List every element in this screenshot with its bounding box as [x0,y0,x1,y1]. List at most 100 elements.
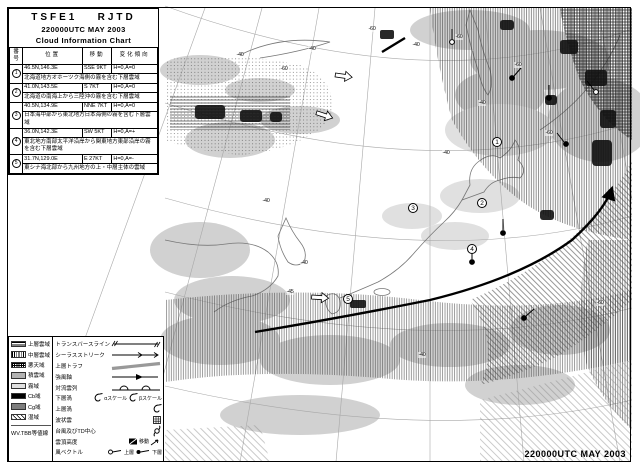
row-position: 31.7N,129.0E [22,154,83,165]
black-swatch-icon [11,392,26,400]
gray-swatch-icon [11,372,26,379]
col-header-number: 番号 [8,47,24,65]
legend-symbol-item: 台風及びTD中心 [55,425,162,437]
cloud-area-marker: 3 [408,203,418,213]
lower-wind-vector [509,67,522,81]
cloud-area-marker: 5 [343,294,353,304]
row-description: 日本海中部から東北地方日本海側の霧を含む下層雲域 [22,110,158,129]
hlines-swatch-icon [11,340,26,348]
legend-area-item: 中層雲域 [11,349,51,359]
row-movement: S 7KT [81,82,113,94]
lightgray-swatch-icon [11,382,26,389]
legend-symbol-label: 強風軸 [55,374,72,381]
lower-wind-vector [556,132,569,147]
row-number-badge: 2 [11,88,21,98]
cloud-area-description-row: 日本海中部から東北地方日本海側の霧を含む下層雲域 [10,110,158,129]
wave-cloud-icon [152,415,162,425]
legend-symbol-item: 上層トラフ [55,361,162,372]
legend-symbol-label: 雲頂高度 [55,439,78,446]
legend-symbol-item: 強風軸 [55,371,162,382]
legend-area-item: 湿域 [11,412,51,422]
upper-trough-icon [110,361,162,371]
tbb-value-label: -60 [280,66,289,72]
legend-symbol-item: 上層渦 [55,404,162,415]
cloud-area-marker: 1 [492,137,502,147]
cloud-top-height-icon: 移動 [128,437,162,447]
legend-area-label: 悪天域 [28,362,45,369]
alpha-scale-label: αスケール [104,395,128,402]
chart-datetime: 220000UTC MAY 2003 [41,25,126,34]
tbb-value-label: -40 [412,42,421,48]
cloud-area-row: 4 36.0N,142.3E SW 5KT H=0,A=+ [8,127,158,156]
tbb-value-label: -60 [368,26,377,32]
legend-symbol-item: 雲頂高度 移動 [55,436,162,447]
row-number: 2 [8,82,24,103]
legend-area-label: Cg域 [28,404,41,411]
legend-area-label: 中層雲域 [28,352,51,359]
legend-symbol-label: 台風及びTD中心 [55,428,96,435]
row-description: 北海道地方オホーツク海側の霧を含む下層雲域 [22,73,158,84]
legend-area-column: 上層雲域 中層雲域 悪天域 積雲域 霧域 Cb域 Cg域 湿域 WV.TBB等値線 [9,337,52,461]
info-panel: TSFE1 RJTD 220000UTC MAY 2003 Cloud Info… [8,8,159,175]
legend-area-item: Cb域 [11,391,51,401]
legend-symbol-label: 上層トラフ [55,363,83,370]
row-number: 5 [8,154,24,174]
cloud-area-row: 2 41.0N,143.5E S 7KT H=0,A=0 [8,82,158,103]
row-position: 41.0N,143.5E [22,82,83,94]
transverse-line-icon [110,339,162,349]
legend-area-item: 上層雲域 [11,339,51,349]
row-number-badge: 3 [11,110,21,120]
upper-cloud-streak-band [470,160,632,385]
row-number-badge: 4 [11,136,21,146]
cloud-motion-arrows [311,70,353,304]
legend-symbol-item: シーラスストリーク [55,350,162,361]
cb-patches [195,20,616,308]
tbb-value-label: -60 [545,130,554,136]
low-level-vortex-icon: αスケール βスケール [93,393,162,403]
tbb-value-label: -40 [300,260,309,266]
lower-wind-label: 下層 [151,449,162,456]
chart-title-block: TSFE1 RJTD 220000UTC MAY 2003 Cloud Info… [9,9,158,47]
legend-symbol-label: 上層渦 [55,407,72,414]
tbb-value-label: -40 [418,352,427,358]
map-timestamp: 220000UTC MAY 2003 [524,449,626,459]
row-change: H=0,A=0 [111,82,158,94]
chart-id-line: TSFE1 RJTD [11,12,156,23]
row-description: 東北地方南部太平洋沿岸から関東地方東部沿岸の霧を含む下層雲域 [22,137,158,156]
convective-cloud-line-icon [110,383,162,393]
legend-symbol-label: 波状雲 [55,417,72,424]
tbb-value-label: -45 [286,289,295,295]
cloud-area-marker: 4 [467,244,477,254]
legend-symbol-item: トランスバースライン [55,339,162,350]
row-number-badge: 5 [11,159,21,169]
legend-symbol-label: 下層渦 [55,396,72,403]
legend-area-label: 霧域 [28,383,40,390]
moist-region-se [480,360,632,462]
upper-wind-vector [449,29,455,45]
cloud-area-row: 5 31.7N,129.0E E 27KT H=0,A=- [8,154,158,174]
row-number: 3 [8,101,24,129]
cloud-area-description-row: 東北地方南部太平洋沿岸から関東地方東部沿岸の霧を含む下層雲域 [10,137,158,156]
darkgray-swatch-icon [11,403,26,410]
cloud-area-row: 3 40.5N,134.9E NNE 7KT H=0,A=0 [8,101,158,129]
legend-divider [11,425,52,427]
cloud-area-row: 1 46.5N,146.3E SSE 9KT H=0,A=0 [8,63,158,84]
cloud-pattern-regions [165,8,632,462]
station-id: RJTD [97,12,136,23]
legend-area-label: 積雲域 [28,373,45,380]
strong-wind-axis-arrow [254,36,616,334]
legend-symbol-label: 風ベクトル [55,450,83,457]
legend-area-label: 湿域 [28,414,40,421]
row-change: H=0,A=- [111,154,158,165]
legend-symbol-column: トランスバースライン シーラスストリーク 上層トラフ 強風軸 対流雲列 下層渦 αスケール β… [52,337,163,461]
legend-area-item: Cg域 [11,401,51,411]
legend-symbol-item: 波状雲 [55,415,162,426]
cloud-area-marker: 2 [477,198,487,208]
row-change: H=0,A=0 [111,63,158,75]
row-movement: NNE 7KT [81,101,113,112]
row-movement: SW 5KT [81,127,113,139]
row-position: 36.0N,142.3E [22,127,83,139]
row-description: 東シナ海北部から九州地方の上・中層主体の雲域 [22,163,158,174]
row-number: 4 [8,127,24,156]
